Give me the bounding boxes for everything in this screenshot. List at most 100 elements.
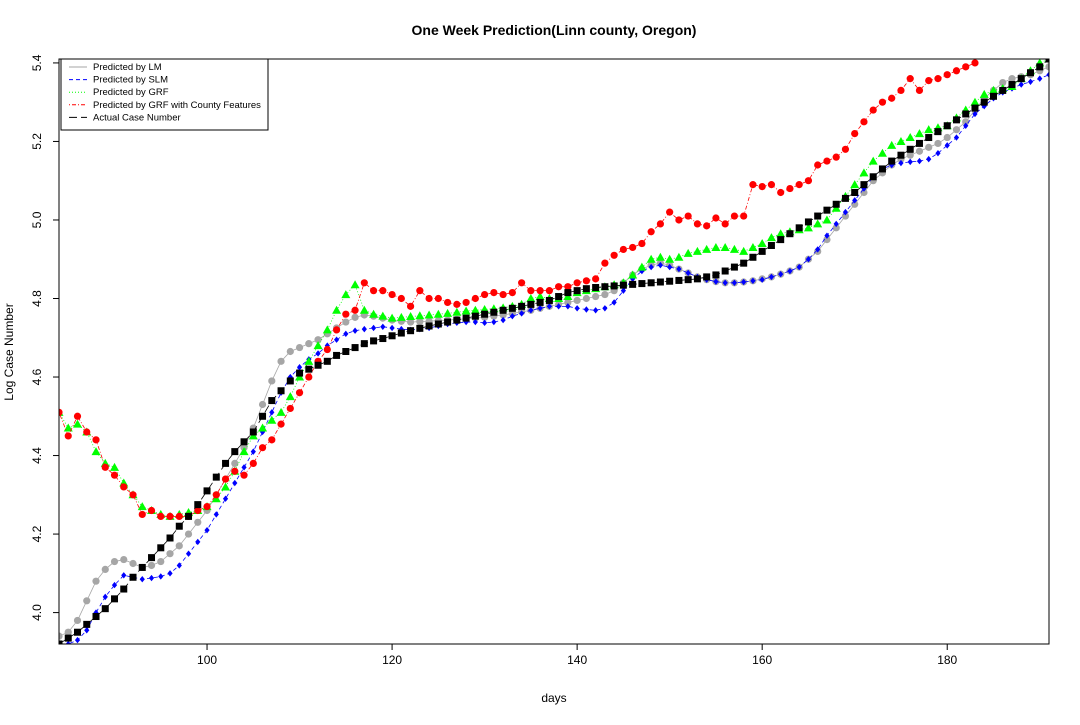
data-point [315, 350, 321, 357]
data-point [564, 298, 572, 307]
data-point [859, 168, 869, 177]
y-tick-label: 5.0 [30, 211, 44, 228]
data-point [741, 278, 747, 286]
data-point [565, 303, 571, 310]
data-point [369, 287, 378, 295]
data-point [739, 246, 749, 255]
data-point [545, 287, 553, 295]
data-point [582, 285, 590, 293]
data-point [646, 254, 656, 263]
data-point [471, 294, 479, 303]
data-point [213, 511, 219, 518]
data-point [592, 275, 600, 283]
data-point [526, 293, 536, 302]
data-point [824, 232, 830, 239]
data-point [332, 326, 341, 334]
data-point [65, 640, 71, 644]
data-point [757, 239, 767, 248]
data-point [406, 318, 415, 326]
data-point [166, 534, 174, 542]
data-point [665, 254, 675, 263]
data-point [926, 155, 932, 163]
data-point [416, 318, 424, 326]
data-point [877, 148, 887, 157]
data-point [888, 94, 896, 102]
data-point [111, 595, 119, 603]
data-point [620, 287, 626, 294]
data-point [397, 294, 405, 303]
data-point [147, 561, 156, 570]
data-point [925, 134, 933, 142]
data-point [212, 473, 220, 481]
series-predicted-by-lm [59, 63, 1049, 640]
data-point [1008, 81, 1016, 89]
data-point [158, 573, 164, 580]
x-tick-label: 120 [382, 653, 402, 667]
data-point [778, 270, 784, 278]
y-tick-label: 4.8 [30, 290, 44, 307]
data-point [380, 323, 386, 330]
data-point [889, 161, 895, 169]
y-tick-label: 5.2 [30, 133, 44, 150]
data-point [83, 620, 91, 628]
x-tick-label: 160 [752, 653, 772, 667]
plot-frame [58, 58, 1050, 645]
data-point [713, 278, 719, 285]
y-tick-label: 4.6 [30, 368, 44, 385]
data-point [1045, 63, 1049, 71]
data-point [685, 269, 691, 277]
data-point [776, 229, 786, 238]
data-point [711, 242, 721, 251]
data-point [194, 501, 202, 509]
data-point [212, 491, 220, 499]
data-point [813, 219, 823, 228]
data-point [221, 475, 230, 483]
data-point [897, 86, 905, 95]
data-point [935, 150, 941, 157]
data-point [574, 305, 580, 312]
data-point [832, 200, 840, 208]
data-point [396, 312, 406, 321]
data-point [92, 577, 100, 585]
data-point [970, 97, 980, 106]
legend-item: Actual Case Number [69, 112, 181, 123]
data-point [481, 290, 489, 299]
data-point [176, 562, 182, 569]
data-point [898, 159, 904, 167]
data-point [398, 325, 404, 333]
series-predicted-by-grf-with-county-features [59, 59, 979, 520]
data-point [63, 423, 73, 432]
chart-title: One Week Prediction(Linn county, Oregon) [412, 22, 697, 38]
legend-item: Predicted by LM [69, 62, 162, 73]
data-point [925, 143, 933, 151]
data-point [962, 63, 970, 71]
legend-label: Predicted by SLM [93, 75, 168, 86]
data-point [693, 220, 702, 228]
data-point [110, 557, 119, 566]
data-point [692, 246, 702, 255]
data-point [767, 241, 775, 249]
data-point [749, 253, 757, 261]
data-point [360, 279, 368, 287]
data-point [519, 310, 525, 317]
data-point [499, 290, 507, 299]
data-point [121, 572, 127, 579]
data-point [712, 271, 720, 279]
data-point [258, 444, 267, 452]
data-point [120, 483, 128, 491]
data-point [592, 292, 600, 301]
data-point [120, 555, 128, 564]
data-point [962, 118, 970, 126]
data-point [195, 538, 201, 546]
data-point [527, 300, 535, 308]
data-point [258, 400, 267, 409]
data-point [758, 247, 766, 255]
data-point [518, 302, 526, 310]
data-point [83, 428, 91, 436]
data-point [610, 282, 618, 290]
data-point [509, 312, 515, 320]
data-point [490, 289, 498, 297]
data-point [602, 305, 608, 312]
data-point [286, 377, 294, 385]
data-point [258, 423, 268, 432]
